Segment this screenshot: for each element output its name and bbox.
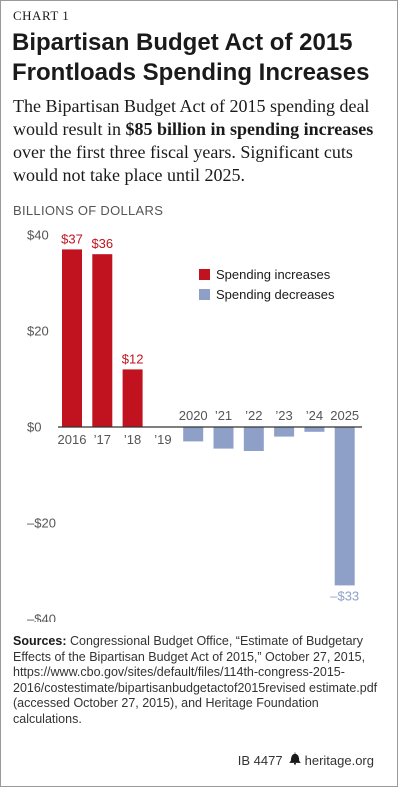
footer: IB 4477 heritage.org [0, 752, 374, 768]
x-tick-label: 2016 [58, 432, 87, 447]
legend-label: Spending decreases [216, 287, 335, 302]
legend-label: Spending increases [216, 267, 331, 282]
y-tick-label: $20 [27, 324, 49, 339]
bar-chart: $40 $20 $0 –$20 –$40 2016 ’17 ’18 ’19 2020 ’21 ’22 ’… [27, 228, 362, 623]
subtitle-highlight: $85 billion in spending increases [125, 119, 374, 139]
bar-2020 [183, 427, 204, 442]
bar-24 [304, 427, 325, 432]
x-tick-label: ’19 [154, 432, 171, 447]
x-tick-label: ’24 [306, 408, 323, 423]
data-label: $36 [91, 236, 113, 251]
legend-swatch [199, 289, 210, 300]
y-axis-label: BILLIONS OF DOLLARS [13, 203, 164, 218]
report-id: IB 4477 [237, 753, 283, 768]
liberty-bell-icon [288, 752, 301, 768]
bar-2025 [334, 427, 355, 586]
x-tick-label: ’17 [94, 432, 111, 447]
subtitle-text-start: The Bipartisan Budget Act of 2015 spendi… [13, 96, 370, 139]
x-tick-label: ’23 [275, 408, 292, 423]
x-tick-label: ’21 [215, 408, 232, 423]
sources-note: Sources: Congressional Budget Office, “E… [13, 634, 385, 727]
data-label: $12 [122, 351, 144, 366]
x-tick-label: 2025 [330, 408, 359, 423]
subtitle-text-end: over the first three fiscal years. Signi… [13, 142, 353, 185]
chart-title: Bipartisan Budget Act of 2015 Frontloads… [12, 29, 370, 86]
x-tick-label: ’18 [124, 432, 141, 447]
y-tick-label: $0 [27, 420, 41, 435]
sources-text: Congressional Budget Office, “Estimate o… [13, 634, 378, 726]
bar-21 [213, 427, 234, 449]
data-label: –$33 [330, 588, 359, 603]
bar-18 [122, 369, 143, 427]
legend-swatch [199, 269, 210, 280]
chart-kicker: CHART 1 [13, 8, 70, 23]
site-name: heritage.org [304, 753, 374, 768]
y-tick-label: –$40 [27, 612, 56, 623]
bar-22 [243, 427, 264, 451]
data-label: $37 [61, 231, 83, 246]
y-tick-label: –$20 [27, 516, 56, 531]
bar-2016 [62, 249, 82, 427]
chart-subtitle: The Bipartisan Budget Act of 2015 spendi… [13, 95, 393, 187]
sources-label: Sources: [13, 634, 67, 648]
bar-17 [92, 254, 113, 427]
x-tick-label: 2020 [179, 408, 208, 423]
y-tick-label: $40 [27, 228, 49, 243]
x-tick-label: ’22 [245, 408, 262, 423]
bar-23 [274, 427, 295, 437]
